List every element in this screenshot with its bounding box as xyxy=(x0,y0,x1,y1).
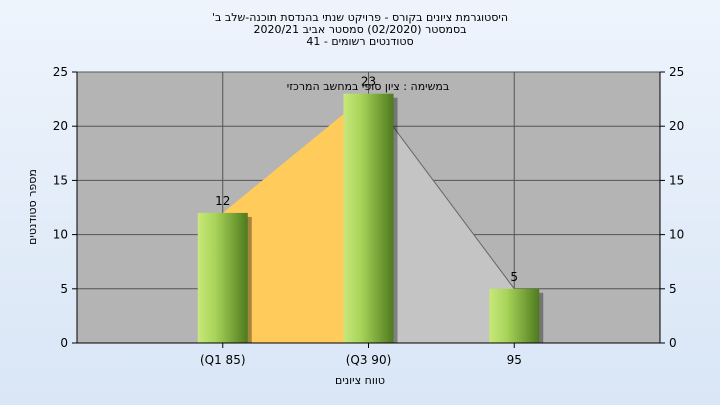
x-tick-label: (Q1 85) xyxy=(200,353,246,367)
distribution-area-rising xyxy=(222,93,369,344)
y-tick-label: 0 xyxy=(60,336,68,350)
y2-tick-label: 20 xyxy=(669,119,684,133)
bar xyxy=(489,288,540,343)
y-tick-label: 15 xyxy=(53,173,68,187)
y-tick-label: 5 xyxy=(60,282,68,296)
bar-value-label: 12 xyxy=(215,194,230,208)
y-axis-title: מספר סטודנטים xyxy=(26,169,39,245)
x-axis-title: טווח ציונים xyxy=(335,374,385,387)
bar xyxy=(197,212,248,343)
bar xyxy=(343,93,394,344)
y2-tick-label: 25 xyxy=(669,65,684,79)
y-tick-label: 10 xyxy=(53,228,68,242)
y2-tick-label: 15 xyxy=(669,173,684,187)
chart-title-line-2: בסמסטר (02/2020) סמסטר אביב 2020/21 xyxy=(253,23,467,36)
chart-title-line-1: היסטוגרמת ציונים בקורס - פרויקט שנתי בהנ… xyxy=(211,11,509,24)
y2-tick-label: 10 xyxy=(669,228,684,242)
y2-tick-label: 0 xyxy=(669,336,677,350)
y2-tick-label: 5 xyxy=(669,282,677,296)
x-tick-label: 95 xyxy=(507,353,522,367)
x-tick-label: (Q3 90) xyxy=(346,353,392,367)
bar-value-label: 5 xyxy=(510,270,518,284)
y-tick-label: 20 xyxy=(53,119,68,133)
annotation: במשימה : ציון סופי במחשב המרכזי xyxy=(287,80,450,93)
bar-value-label: 23 xyxy=(361,75,376,89)
y-tick-label: 25 xyxy=(53,65,68,79)
chart-title-line-3: סטודנטים רשומים - 41 xyxy=(306,35,414,48)
